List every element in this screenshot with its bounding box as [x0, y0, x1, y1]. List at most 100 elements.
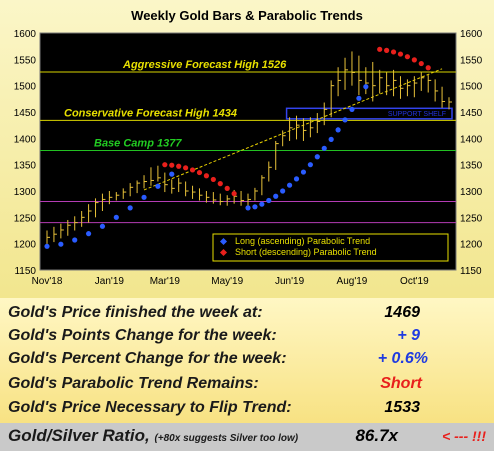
long-trend-dot — [349, 106, 355, 112]
short-trend-dot — [210, 176, 216, 183]
long-trend-dot — [335, 127, 341, 133]
stat-value-flip-price: 1533 — [384, 399, 420, 416]
short-trend-dot — [224, 185, 230, 191]
long-trend-dot — [356, 95, 362, 101]
y-tick-left: 1500 — [14, 82, 37, 93]
short-trend-dot — [231, 191, 237, 197]
stat-label-points-change: Gold's Points Change for the week: — [8, 327, 277, 344]
legend-marker — [219, 248, 228, 257]
short-trend-dot — [176, 163, 182, 169]
long-trend-dot — [58, 241, 64, 247]
long-trend-dot — [342, 117, 348, 123]
ratio-label: Gold/Silver Ratio, (+80x suggests Silver… — [8, 426, 298, 446]
x-tick-label: May'19 — [211, 276, 243, 287]
y-tick-right: 1400 — [460, 134, 483, 145]
long-trend-dot — [266, 197, 272, 204]
y-tick-left: 1350 — [14, 161, 37, 172]
x-tick-label: Aug'19 — [337, 276, 368, 287]
ratio-arrow: < --- !!! — [442, 428, 486, 444]
dashed-trend-line — [143, 68, 443, 191]
y-tick-right: 1350 — [460, 161, 483, 172]
y-tick-right: 1300 — [460, 187, 483, 198]
legend-label: Short (descending) Parabolic Trend — [235, 247, 377, 257]
long-trend-dot — [286, 182, 293, 188]
long-trend-dot — [85, 231, 92, 237]
short-trend-dot — [203, 173, 210, 179]
short-trend-dot — [169, 162, 175, 168]
long-trend-dot — [280, 188, 286, 194]
long-trend-dot — [307, 162, 313, 168]
long-trend-dot — [363, 84, 369, 90]
y-tick-right: 1450 — [460, 108, 483, 119]
long-trend-dot — [314, 154, 320, 160]
short-trend-dot — [390, 49, 397, 55]
stat-label-trend: Gold's Parabolic Trend Remains: — [8, 375, 259, 392]
long-trend-dot — [127, 205, 133, 211]
y-tick-right: 1200 — [460, 240, 483, 251]
x-tick-label: Jun'19 — [275, 276, 305, 287]
y-tick-right: 1550 — [460, 55, 483, 66]
ratio-value: 86.7x — [355, 426, 398, 445]
long-trend-dot — [169, 171, 175, 177]
y-tick-left: 1200 — [14, 240, 37, 251]
ratio-label-text: Gold/Silver Ratio, — [8, 426, 150, 445]
y-tick-right: 1600 — [460, 29, 483, 40]
y-tick-right: 1500 — [460, 82, 483, 93]
ratio-note: (+80x suggests Silver too low) — [154, 433, 299, 444]
long-trend-dot — [155, 183, 161, 189]
long-trend-dot — [328, 136, 334, 142]
conservative-forecast-label: Conservative Forecast High 1434 — [64, 107, 237, 119]
long-trend-dot — [44, 243, 50, 249]
stat-value-points-change: + 9 — [397, 327, 420, 344]
y-tick-left: 1550 — [14, 55, 37, 66]
support-shelf-box — [285, 107, 453, 120]
y-tick-left: 1450 — [14, 108, 37, 119]
legend-box — [212, 233, 449, 262]
short-trend-dot — [397, 51, 404, 57]
x-tick-label: Jan'19 — [95, 276, 125, 287]
y-tick-right: 1150 — [460, 266, 482, 277]
short-trend-dot — [183, 165, 189, 171]
stat-value-price: 1469 — [384, 304, 420, 321]
long-trend-dot — [259, 201, 265, 207]
stat-value-percent-change: + 0.6% — [377, 350, 428, 367]
x-tick-label: Mar'19 — [150, 276, 181, 287]
long-trend-dot — [293, 176, 300, 182]
short-trend-dot — [411, 57, 417, 63]
chart-title: Weekly Gold Bars & Parabolic Trends — [131, 8, 363, 23]
stat-label-percent-change: Gold's Percent Change for the week: — [8, 350, 287, 367]
short-trend-dot — [377, 46, 383, 52]
short-trend-dot — [196, 169, 203, 176]
support-shelf-label: SUPPORT SHELF — [388, 111, 446, 118]
long-trend-dot — [99, 223, 106, 229]
short-trend-dot — [217, 181, 223, 187]
stat-value-trend: Short — [380, 375, 422, 392]
stat-label-flip-price: Gold's Price Necessary to Flip Trend: — [8, 399, 292, 416]
gold-chart: Weekly Gold Bars & Parabolic Trends 1150 1… — [14, 8, 483, 287]
long-trend-dot — [245, 205, 251, 211]
short-trend-dot — [425, 65, 431, 71]
legend-label: Long (ascending) Parabolic Trend — [235, 236, 370, 246]
legend-marker — [219, 237, 228, 246]
short-trend-dot — [418, 60, 424, 67]
ratio-bar: Gold/Silver Ratio, (+80x suggests Silver… — [0, 423, 494, 451]
long-trend-dot — [113, 214, 119, 220]
long-trend-dot — [141, 194, 147, 200]
short-trend-dot — [404, 54, 411, 60]
stat-label-price: Gold's Price finished the week at: — [8, 304, 263, 321]
long-trend-dot — [273, 193, 279, 199]
y-tick-left: 1150 — [14, 266, 36, 277]
aggressive-forecast-label: Aggressive Forecast High 1526 — [122, 59, 287, 71]
x-tick-label: Nov'18 — [32, 276, 63, 287]
y-tick-left: 1300 — [14, 187, 37, 198]
long-trend-dot — [321, 145, 327, 151]
base-camp-label: Base Camp 1377 — [94, 137, 182, 149]
y-tick-left: 1400 — [14, 134, 37, 145]
y-tick-left: 1250 — [14, 213, 37, 224]
short-trend-dot — [162, 162, 168, 168]
short-trend-dot — [189, 167, 196, 173]
y-tick-left: 1600 — [14, 29, 37, 40]
y-tick-right: 1250 — [460, 213, 483, 224]
short-trend-dot — [384, 47, 390, 53]
